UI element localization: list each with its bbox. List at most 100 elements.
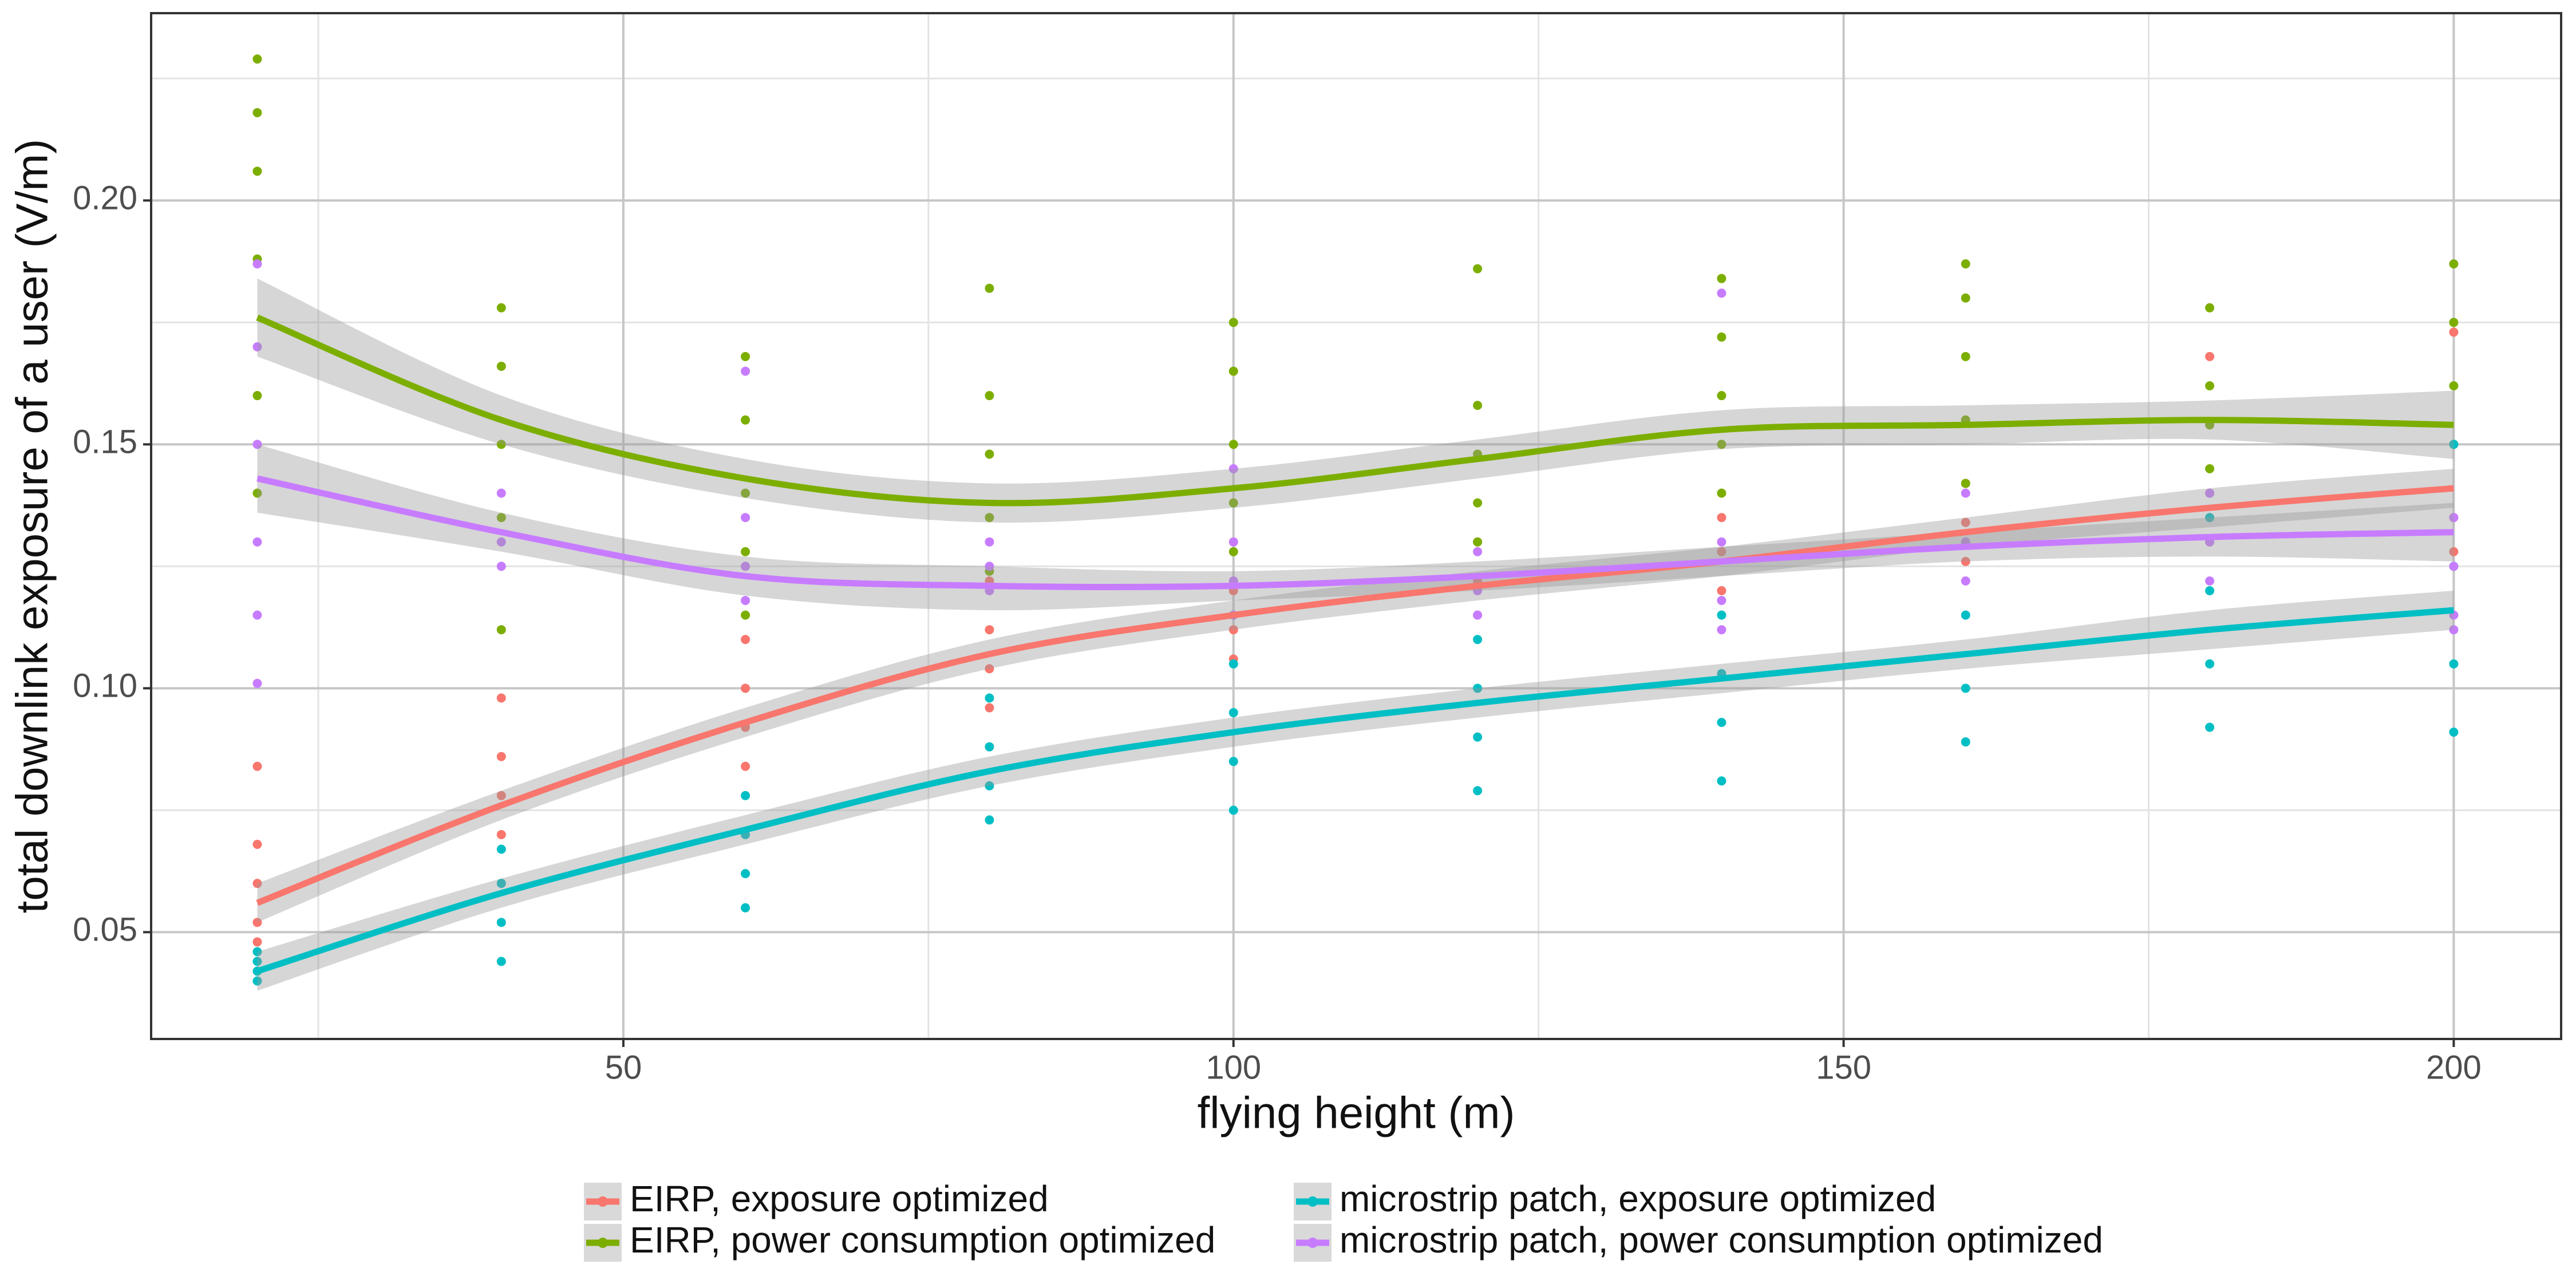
data-point	[1228, 464, 1238, 473]
legend-dot	[598, 1238, 608, 1248]
data-point	[252, 259, 262, 268]
data-point	[496, 513, 506, 523]
data-point	[985, 283, 994, 293]
data-point	[1717, 289, 1726, 298]
data-point	[1473, 610, 1483, 620]
data-point	[252, 957, 262, 966]
data-point	[985, 449, 994, 459]
data-point	[252, 918, 262, 927]
data-point	[1473, 537, 1483, 547]
data-point	[2449, 659, 2459, 669]
data-point	[496, 791, 506, 800]
data-point	[252, 947, 262, 957]
legend-label: microstrip patch, power consumption opti…	[1340, 1219, 2103, 1261]
y-tick-label: 0.10	[73, 667, 137, 705]
data-point	[2205, 381, 2215, 391]
data-point	[1717, 513, 1726, 523]
data-point	[985, 693, 994, 703]
data-point	[2205, 576, 2215, 586]
data-point	[985, 703, 994, 713]
data-point	[496, 361, 506, 371]
data-point	[985, 781, 994, 791]
data-point	[741, 351, 750, 361]
data-point	[985, 742, 994, 752]
data-point	[2449, 381, 2459, 391]
data-point	[496, 752, 506, 761]
data-point	[252, 391, 262, 401]
data-point	[1228, 625, 1238, 635]
data-point	[252, 840, 262, 850]
data-point	[985, 513, 994, 523]
data-point	[1717, 547, 1726, 556]
data-point	[252, 342, 262, 351]
data-point	[1717, 717, 1726, 727]
data-point	[1961, 351, 1970, 361]
data-point	[2205, 513, 2215, 523]
data-point	[1717, 610, 1726, 620]
data-point	[2449, 440, 2459, 449]
data-point	[496, 440, 506, 449]
confidence-band	[257, 444, 2454, 611]
data-point	[1228, 708, 1238, 717]
smooth-line	[256, 314, 2454, 507]
data-point	[1228, 805, 1238, 815]
data-point	[2449, 513, 2459, 523]
data-point	[252, 488, 262, 498]
y-tick-label: 0.05	[73, 911, 137, 949]
data-point	[741, 761, 750, 771]
legend-dot	[598, 1196, 608, 1207]
data-point	[741, 513, 750, 523]
data-point	[1228, 537, 1238, 547]
x-tick-label: 200	[2426, 1049, 2482, 1086]
data-point	[985, 815, 994, 825]
data-point	[1473, 401, 1483, 410]
data-point	[741, 610, 750, 620]
x-tick-label: 150	[1816, 1049, 1871, 1086]
data-point	[985, 391, 994, 401]
data-point	[496, 488, 506, 498]
data-point	[252, 610, 262, 620]
confidence-band	[257, 468, 2454, 923]
legend-label: EIRP, power consumption optimized	[630, 1219, 1215, 1261]
legend-label: EIRP, exposure optimized	[630, 1178, 1049, 1219]
data-point	[252, 108, 262, 117]
data-point	[252, 678, 262, 688]
data-point	[1473, 683, 1483, 693]
plot-panel	[151, 13, 2561, 1039]
panel-border	[150, 12, 2562, 1040]
data-point	[1717, 391, 1726, 401]
data-point	[2205, 351, 2215, 361]
legend-dot	[1307, 1238, 1318, 1248]
data-point	[1717, 488, 1726, 498]
data-point	[1961, 293, 1970, 303]
data-point	[1228, 440, 1238, 449]
data-point	[1717, 595, 1726, 605]
x-tick-label: 100	[1206, 1049, 1261, 1086]
data-point	[1228, 757, 1238, 767]
data-point	[496, 879, 506, 888]
data-point	[1473, 264, 1483, 274]
data-point	[252, 440, 262, 449]
data-point	[252, 937, 262, 947]
data-point	[252, 167, 262, 176]
data-point	[1228, 366, 1238, 376]
data-point	[2449, 327, 2459, 337]
data-point	[1717, 274, 1726, 283]
data-point	[496, 303, 506, 313]
data-point	[1228, 547, 1238, 556]
data-point	[1961, 556, 1970, 566]
data-point	[496, 562, 506, 571]
data-point	[1961, 683, 1970, 693]
data-point	[2449, 728, 2459, 737]
data-point	[2205, 586, 2215, 595]
data-point	[985, 664, 994, 674]
data-point	[1717, 625, 1726, 635]
x-axis-title: flying height (m)	[1198, 1088, 1515, 1138]
data-point	[496, 625, 506, 635]
data-point	[741, 415, 750, 425]
data-point	[496, 829, 506, 839]
data-point	[496, 844, 506, 854]
data-point	[741, 595, 750, 605]
